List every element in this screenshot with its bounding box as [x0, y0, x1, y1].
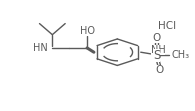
Text: NH: NH: [151, 45, 165, 55]
Text: HCl: HCl: [158, 21, 176, 31]
Text: HO: HO: [80, 26, 95, 36]
Text: CH₃: CH₃: [172, 50, 190, 60]
Text: O: O: [155, 65, 164, 75]
Text: S: S: [153, 49, 160, 62]
Text: O: O: [152, 33, 161, 43]
Text: HN: HN: [33, 43, 48, 53]
